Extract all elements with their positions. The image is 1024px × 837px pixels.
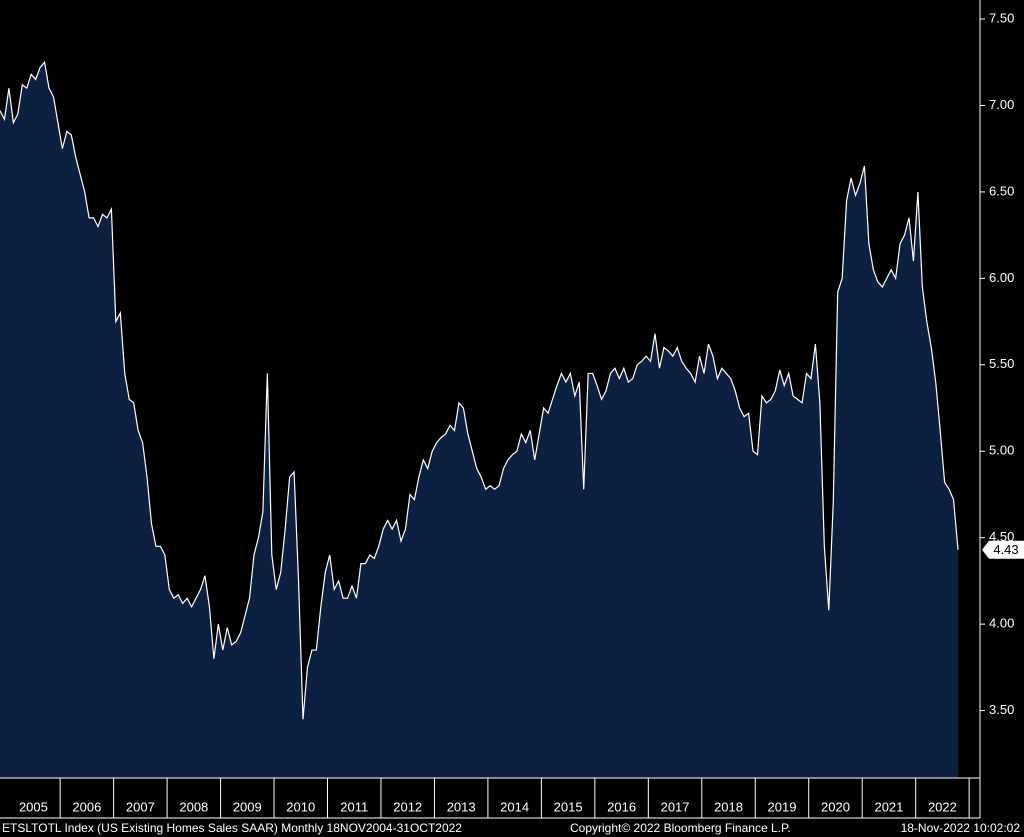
- last-value-tag: [982, 540, 1024, 559]
- area: [0, 62, 958, 779]
- x-tick-label: 2008: [179, 799, 208, 814]
- copyright-text: Copyright© 2022 Bloomberg Finance L.P.: [570, 821, 791, 835]
- y-tick-label: 7.50: [989, 10, 1014, 25]
- x-tick-label: 2012: [393, 799, 422, 814]
- line: [0, 60, 959, 720]
- x-tick-label: 2011: [340, 799, 368, 814]
- timestamp-text: 18-Nov-2022 10:02:02: [901, 821, 1021, 835]
- x-tick-label: 2007: [126, 799, 155, 814]
- y-tick-label: 6.00: [989, 270, 1014, 285]
- x-tick-label: 2017: [661, 799, 690, 814]
- x-tick-label: 2005: [19, 799, 48, 814]
- x-tick-label: 2014: [500, 799, 529, 814]
- y-tick-label: 5.00: [989, 443, 1014, 458]
- x-tick-label: 2019: [768, 799, 797, 814]
- plot-area: [0, 60, 959, 779]
- x-tick-label: 2015: [554, 799, 583, 814]
- x-tick-label: 2010: [286, 799, 315, 814]
- y-tick-label: 7.00: [989, 97, 1014, 112]
- y-tick-label: 4.00: [989, 616, 1014, 631]
- y-tick-label: 5.50: [989, 356, 1014, 371]
- x-tick-label: 2018: [714, 799, 743, 814]
- y-tick-label: 6.50: [989, 183, 1014, 198]
- x-tick-label: 2013: [447, 799, 476, 814]
- x-tick-label: 2006: [72, 799, 101, 814]
- y-tick-label: 3.50: [989, 702, 1014, 717]
- x-tick-label: 2009: [233, 799, 262, 814]
- x-tick-label: 2021: [874, 799, 903, 814]
- x-tick-label: 2020: [821, 799, 850, 814]
- last-value-label: 4.43: [993, 542, 1018, 557]
- y-tick-label: 4.50: [989, 529, 1014, 544]
- x-tick-label: 2016: [607, 799, 636, 814]
- x-tick-label: 2022: [928, 799, 957, 814]
- source-text: ETSLTOTL Index (US Existing Homes Sales …: [2, 821, 462, 835]
